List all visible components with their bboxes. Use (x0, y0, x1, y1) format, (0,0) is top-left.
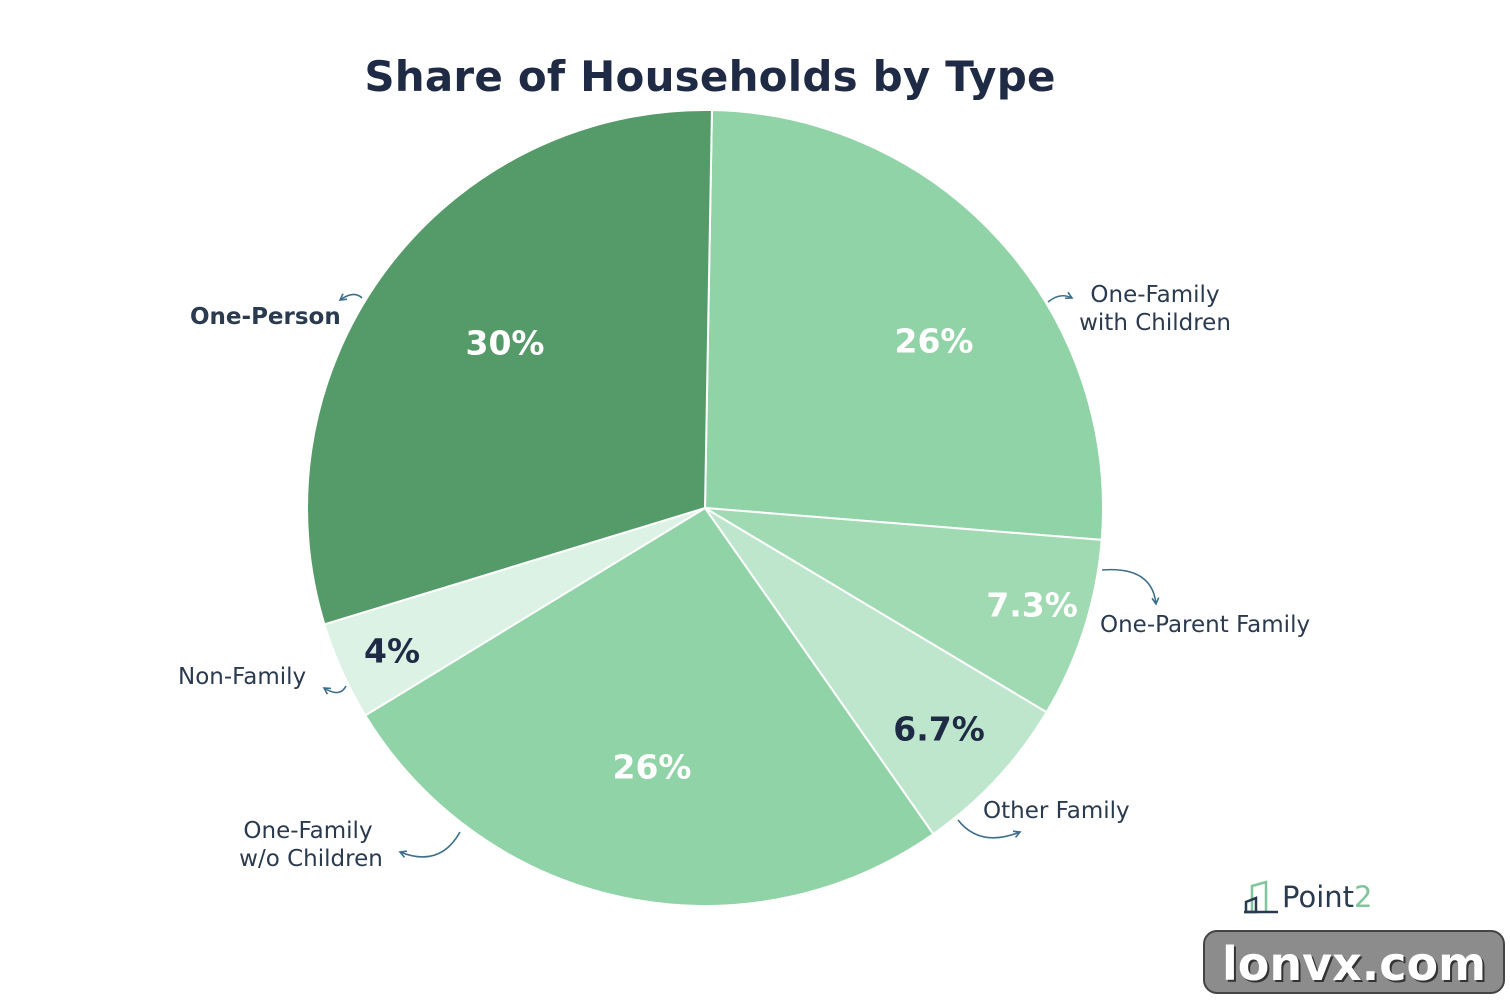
callout-arrow-one-parent-family (1101, 568, 1157, 605)
value-label-one-family-w-o-children: 26% (613, 748, 692, 787)
category-label-one-family-with-children: with Children (1079, 310, 1231, 336)
callout-arrow-one-person (339, 293, 363, 301)
value-label-one-family-with-children: 26% (895, 322, 974, 361)
pie-slice-one-family-with-children (703, 109, 1105, 541)
callout-arrowhead-one-family-with-children (1064, 291, 1074, 300)
value-label-non-family: 4% (364, 632, 420, 671)
category-label-other-family: Other Family (983, 798, 1130, 824)
pie-slice-one-parent-family (704, 507, 1103, 714)
category-label-one-parent-family: One-Parent Family (1100, 612, 1310, 638)
brand-name-main: Point (1282, 880, 1355, 914)
pie-slice-other-family (704, 507, 1048, 836)
category-label-one-family-with-children: One-Family (1090, 282, 1219, 308)
callout-arrow-one-family-with-children (1047, 294, 1073, 303)
building-logo-icon (1244, 880, 1278, 914)
brand-logo: Point2 (1244, 880, 1372, 914)
callout-arrow-non-family (323, 685, 347, 694)
chart-title: Share of Households by Type (364, 52, 1056, 101)
callout-arrow-other-family (957, 819, 1021, 839)
value-label-other-family: 6.7% (893, 710, 985, 749)
brand-name-accent: 2 (1354, 880, 1373, 914)
category-label-one-family-w-o-children: One-Family (243, 818, 372, 844)
callout-arrowhead-one-person (338, 293, 348, 301)
brand-name: Point2 (1282, 880, 1372, 914)
callout-arrow-one-family-w-o-children (399, 831, 461, 858)
pie-slice-one-family-w-o-children (363, 506, 935, 907)
value-label-one-person: 30% (466, 324, 545, 363)
pie-slice-one-person (306, 109, 713, 626)
value-label-one-parent-family: 7.3% (986, 586, 1078, 625)
callout-arrowhead-one-parent-family (1151, 597, 1160, 606)
callout-arrowhead-non-family (322, 687, 332, 695)
callout-arrowhead-other-family (1012, 830, 1022, 838)
callout-arrowhead-one-family-w-o-children (398, 850, 408, 858)
watermark: lonvx.com (1203, 930, 1505, 994)
category-label-one-person: One-Person (190, 304, 341, 330)
category-label-non-family: Non-Family (178, 664, 306, 690)
category-label-one-family-w-o-children: w/o Children (239, 846, 383, 872)
